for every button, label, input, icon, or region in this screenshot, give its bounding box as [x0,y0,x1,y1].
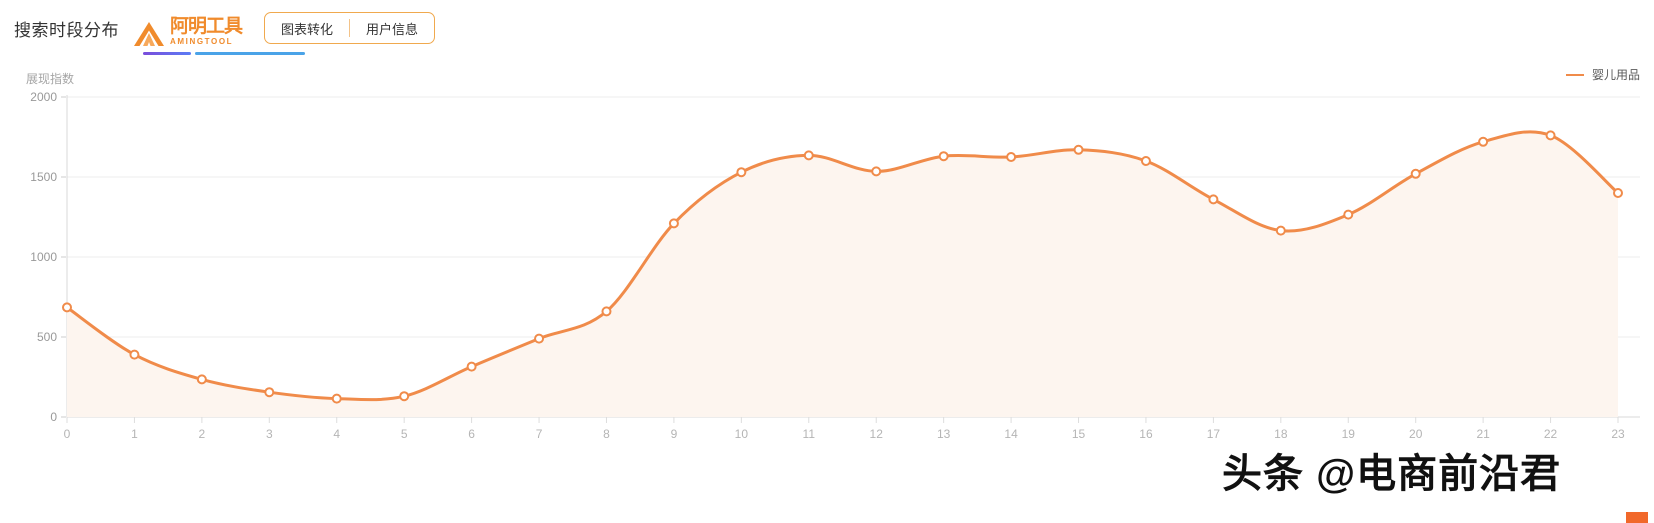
svg-text:2: 2 [199,427,206,441]
svg-text:0: 0 [50,410,57,424]
chart-conversion-button[interactable]: 图表转化 [265,13,349,43]
svg-text:12: 12 [870,427,884,441]
aming-mountain-logo-icon [134,22,164,46]
svg-text:1: 1 [131,427,138,441]
svg-text:18: 18 [1274,427,1288,441]
underline-accent-blue [195,52,305,55]
brand-logo[interactable]: 阿明工具 AMINGTOOL [133,7,305,55]
svg-text:19: 19 [1342,427,1356,441]
svg-text:16: 16 [1139,427,1153,441]
svg-text:20: 20 [1409,427,1423,441]
user-info-button[interactable]: 用户信息 [350,13,434,43]
logo-en-text: AMINGTOOL [170,37,234,46]
svg-text:500: 500 [37,330,57,344]
logo-cn-text: 阿明工具 [170,16,243,37]
logo-text: 阿明工具 AMINGTOOL [170,16,243,47]
svg-text:21: 21 [1476,427,1490,441]
svg-text:13: 13 [937,427,951,441]
chart-container: 展现指数 婴儿用品 0 500 1000 1500 2000 0 1 2 3 4 5 6 7 8 9 10 11… [0,56,1654,523]
legend-swatch-icon [1565,73,1584,76]
page-title: 搜索时段分布 [14,20,119,40]
svg-text:15: 15 [1072,427,1086,441]
svg-text:23: 23 [1611,427,1625,441]
svg-text:3: 3 [266,427,273,441]
svg-text:5: 5 [401,427,408,441]
svg-text:14: 14 [1004,427,1018,441]
svg-text:4: 4 [333,427,340,441]
underline-accent-purple [143,52,191,55]
svg-text:2000: 2000 [30,90,57,104]
svg-text:7: 7 [536,427,543,441]
svg-text:8: 8 [603,427,610,441]
svg-text:1500: 1500 [30,170,57,184]
legend-label: 婴儿用品 [1591,68,1640,82]
svg-text:17: 17 [1207,427,1221,441]
svg-text:0: 0 [64,427,71,441]
header-button-group: 图表转化 用户信息 [264,12,436,44]
svg-text:22: 22 [1544,427,1558,441]
y-axis-title: 展现指数 [26,72,75,86]
button-divider [349,19,351,37]
svg-text:11: 11 [803,427,816,441]
svg-text:10: 10 [735,427,749,441]
svg-text:9: 9 [671,427,678,441]
page-header: 搜索时段分布 阿明工具 AMINGTOOL 图表转化 用户信息 [0,0,1654,56]
svg-text:6: 6 [468,427,475,441]
corner-accent-chip [1626,512,1648,523]
chart-legend[interactable]: 婴儿用品 [1565,66,1640,83]
svg-text:1000: 1000 [30,250,57,264]
